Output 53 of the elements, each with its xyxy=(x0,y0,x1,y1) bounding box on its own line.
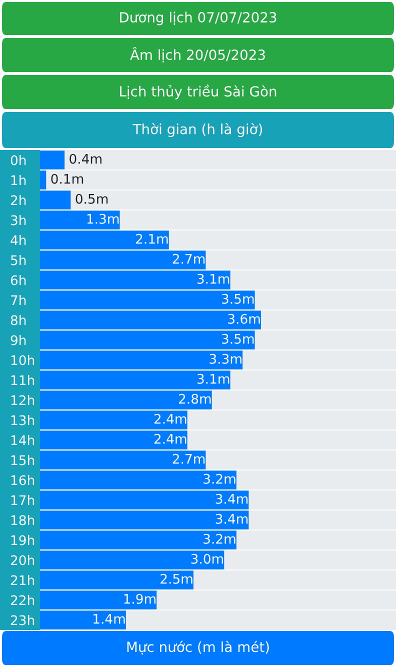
y-tick-label: 9h xyxy=(10,334,26,346)
chart-subtitle: Âm lịch 20/05/2023 xyxy=(130,46,265,62)
y-tick-label: 5h xyxy=(11,254,26,266)
y-tick-label: 13h xyxy=(11,414,34,426)
y-axis-title: Thời gian (h là giờ) xyxy=(132,123,262,137)
y-tick-label: 14h xyxy=(11,434,34,446)
data-label: 3.2m xyxy=(204,534,236,544)
x-axis-title: Mực nước (m là mét) xyxy=(127,640,269,654)
y-tick-label: 3h xyxy=(11,214,26,226)
data-label: 0.4m xyxy=(70,154,102,164)
y-tick-label: 12h xyxy=(11,394,34,406)
y-tick-label: 20h xyxy=(10,554,34,566)
y-tick-label: 15h xyxy=(11,454,34,466)
y-tick-label: 16h xyxy=(11,474,34,486)
data-label: 3.1m xyxy=(197,274,230,284)
data-label: 2.1m xyxy=(136,234,168,244)
data-label: 3.4m xyxy=(216,494,248,504)
data-label: 3.0m xyxy=(191,554,224,564)
chart-title: Dương lịch 07/07/2023 xyxy=(120,12,276,26)
data-label: 2.8m xyxy=(178,394,211,404)
y-tick-label: 1h xyxy=(11,174,26,186)
y-tick-label: 23h xyxy=(10,614,34,626)
data-label: 3.5m xyxy=(222,294,254,304)
data-label: 3.3m xyxy=(210,354,242,364)
y-tick-label: 18h xyxy=(11,514,34,526)
y-tick-label: 17h xyxy=(11,494,34,506)
data-label: 2.4m xyxy=(154,414,186,424)
y-tick-label: 22h xyxy=(10,594,34,606)
y-tick-label: 7h xyxy=(11,294,26,306)
data-label: 2.7m xyxy=(172,254,205,264)
data-label: 0.5m xyxy=(76,194,108,204)
y-tick-label: 21h xyxy=(10,574,34,586)
y-tick-label: 10h xyxy=(11,354,34,366)
y-tick-label: 0h xyxy=(10,154,26,166)
y-tick-label: 8h xyxy=(10,314,26,326)
y-tick-label: 11h xyxy=(11,374,34,386)
y-tick-label: 6h xyxy=(10,274,26,286)
data-label: 3.5m xyxy=(222,334,254,344)
data-label: 3.1m xyxy=(197,374,230,384)
y-tick-label: 2h xyxy=(10,194,26,206)
data-label: 1.4m xyxy=(94,614,125,624)
data-label: 1.3m xyxy=(87,214,119,224)
y-tick-label: 19h xyxy=(11,534,34,546)
data-label: 3.6m xyxy=(228,314,260,324)
data-label: 3.4m xyxy=(216,514,248,524)
data-label: 2.7m xyxy=(172,454,205,464)
data-label: 2.5m xyxy=(160,574,192,584)
data-label: 3.2m xyxy=(204,474,236,484)
data-label: 2.4m xyxy=(154,434,186,444)
data-label: 1.9m xyxy=(124,594,156,604)
y-tick-label: 4h xyxy=(10,234,26,246)
text: Lịch thủy triều Sài Gòn xyxy=(120,84,276,100)
data-label: 0.1m xyxy=(51,174,84,184)
